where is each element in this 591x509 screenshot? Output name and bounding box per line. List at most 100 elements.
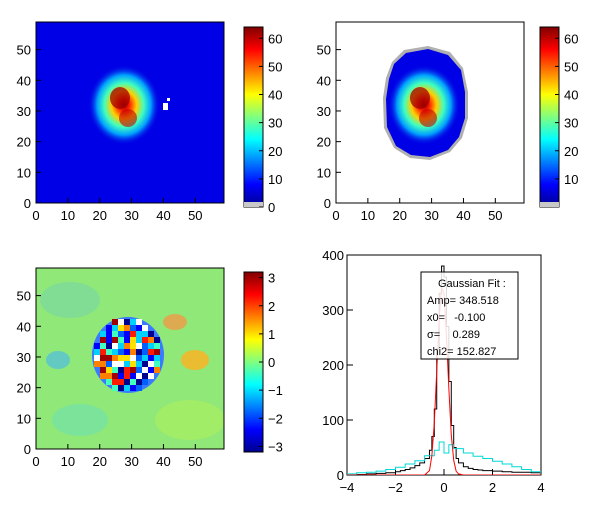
p4-xtick-label: −2 [388, 480, 403, 495]
p2-xtick-label: 50 [488, 208, 502, 223]
p2-ytick-label: 0 [324, 196, 331, 211]
p2-blob-core-b [419, 109, 437, 127]
p3-noise-cell [112, 367, 118, 373]
p3-ctick-label: 2 [268, 299, 275, 314]
p3-noise-cell [112, 349, 118, 355]
p3-noise-cell [130, 349, 136, 355]
p3-ctick-label: 0 [268, 355, 275, 370]
p3-noise-cell [112, 337, 118, 343]
p3-noise-cell [106, 379, 112, 385]
p3-noise-cell [94, 343, 100, 349]
p3-ctick-label: 1 [268, 327, 275, 342]
panel-1: 0 10 20 30 40 50 0 10 20 30 40 50 0 10 20 30 40 50 60 [17, 21, 282, 223]
p3-noise-cell [154, 349, 160, 355]
p3-noise-cell [136, 319, 142, 325]
p3-noise-cell [142, 337, 148, 343]
p1-ctick-label: 20 [268, 144, 282, 159]
p3-axes-frame [35, 267, 225, 450]
p2-xticks: 0 10 20 30 40 50 [332, 198, 503, 223]
p3-noise-cell [136, 361, 142, 367]
p3-noise-cell [124, 385, 130, 391]
p3-noise-cell [142, 373, 148, 379]
p3-noise-cell [130, 361, 136, 367]
p2-ctick-label: 20 [564, 144, 578, 159]
p1-ctick-label: 50 [268, 59, 282, 74]
p1-saturated-pixel-a [163, 103, 168, 110]
p3-noise-cell [148, 331, 154, 337]
p3-ytick-label: 30 [17, 350, 31, 365]
p3-noise-cell [130, 319, 136, 325]
p3-noise-cell [154, 343, 160, 349]
p3-noise-cell [112, 379, 118, 385]
p4-annotation: Gaussian Fit : Amp= 348.518 x0= -0.100 σ… [420, 271, 519, 360]
p3-noise-cell [118, 331, 124, 337]
p3-noise-cell [136, 373, 142, 379]
p3-noise-cell [118, 349, 124, 355]
p3-noise-cell [130, 337, 136, 343]
p3-noise-cell [94, 361, 100, 367]
p3-noise-cell [118, 379, 124, 385]
p2-xtick-label: 40 [456, 208, 470, 223]
p3-noise-cell [148, 337, 154, 343]
p3-xtick-label: 30 [124, 454, 138, 469]
p3-noise-cell [112, 373, 118, 379]
fit-title: Gaussian Fit : [438, 278, 506, 290]
p3-noise-cell [148, 355, 154, 361]
p3-noise-cell [124, 319, 130, 325]
p3-noise-cell [106, 331, 112, 337]
p3-noise-cell [148, 367, 154, 373]
p1-cticks: 0 10 20 30 40 50 60 [259, 31, 282, 215]
p3-noise-cell [94, 349, 100, 355]
p3-noise-cell [100, 367, 106, 373]
p3-noise-cell [112, 355, 118, 361]
p3-noise-cell [154, 337, 160, 343]
p2-ytick-label: 50 [317, 43, 331, 58]
p3-noise-cell [136, 343, 142, 349]
p3-noise-cell [118, 373, 124, 379]
p4-series-1-line [347, 441, 541, 475]
p3-noise-cell [106, 349, 112, 355]
p3-noise-cell [106, 355, 112, 361]
p3-noise-cell [148, 343, 154, 349]
p4-ytick-label: 0 [337, 468, 344, 483]
p2-yticks: 0 10 20 30 40 50 [317, 43, 341, 211]
p3-noise-cell [118, 337, 124, 343]
p3-noise-cell [136, 349, 142, 355]
p2-axes-frame [335, 21, 525, 204]
p3-noise-cell [118, 319, 124, 325]
p1-xtick-label: 40 [156, 208, 170, 223]
p3-patch-d [181, 350, 209, 370]
p3-ctick-label: −1 [268, 383, 283, 398]
p3-noise-cell [142, 379, 148, 385]
p3-xtick-label: 10 [61, 454, 75, 469]
p4-xtick-label: 2 [489, 480, 496, 495]
p2-colorbar [539, 26, 560, 208]
p3-noise-cell [106, 373, 112, 379]
p3-noise-cell [124, 355, 130, 361]
p3-noise-cell [124, 379, 130, 385]
p2-ytick-label: 10 [317, 165, 331, 180]
p1-xtick-label: 50 [188, 208, 202, 223]
p3-noise-cell [124, 343, 130, 349]
p3-noise-cell [112, 385, 118, 391]
panel-4: −4 −2 0 2 4 0 100 200 300 400 Gaussian Fit : Amp… [322, 248, 544, 495]
p3-noise-cells [94, 319, 160, 391]
p1-ytick-label: 50 [17, 43, 31, 58]
p3-noise-cell [124, 361, 130, 367]
p3-noise-cell [148, 361, 154, 367]
p1-ytick-label: 40 [17, 73, 31, 88]
p3-noise-cell [124, 349, 130, 355]
p3-noise-cell [142, 355, 148, 361]
fit-amp: Amp= 348.518 [427, 295, 499, 307]
p4-series-0-line [347, 265, 541, 475]
p3-xtick-label: 40 [156, 454, 170, 469]
p3-noise-cell [100, 361, 106, 367]
p4-xtick-label: 0 [440, 480, 447, 495]
p3-noise-cell [142, 343, 148, 349]
p3-noise-cell [136, 367, 142, 373]
p2-blob-core-a [410, 87, 430, 109]
p3-noise-cell [142, 349, 148, 355]
p4-xticks: −4 −2 0 2 4 [340, 469, 545, 495]
p3-noise-cell [112, 319, 118, 325]
